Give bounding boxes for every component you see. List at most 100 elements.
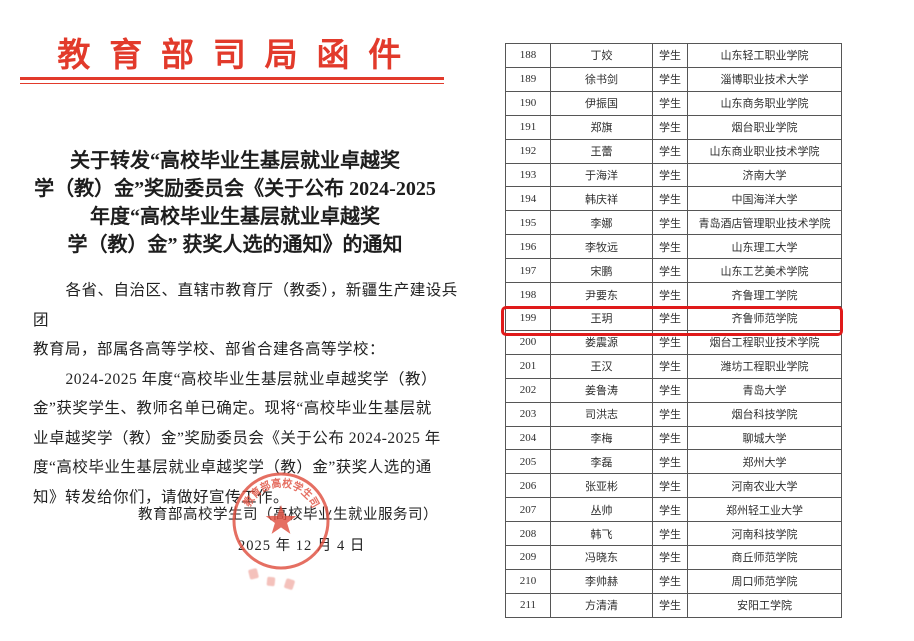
school-cell: 河南科技学院 bbox=[687, 521, 842, 547]
school-cell: 郑州轻工业大学 bbox=[687, 497, 842, 523]
row-number-cell: 203 bbox=[505, 401, 551, 427]
document-body: 各省、自治区、直辖市教育厅（教委），新疆生产建设兵团教育局，部属各高等学校、部省… bbox=[33, 276, 459, 512]
role-cell: 学生 bbox=[652, 90, 688, 116]
role-cell: 学生 bbox=[652, 329, 688, 355]
seal-smudge bbox=[248, 568, 295, 590]
row-number-cell: 205 bbox=[505, 449, 551, 475]
school-cell: 青岛大学 bbox=[687, 377, 842, 403]
table-row: 207 丛帅 学生 郑州轻工业大学 bbox=[505, 497, 842, 523]
table-row: 205 李磊 学生 郑州大学 bbox=[505, 449, 842, 475]
school-cell: 山东理工大学 bbox=[687, 234, 842, 260]
table-row: 200 娄震源 学生 烟台工程职业技术学院 bbox=[505, 329, 842, 355]
name-cell: 王玥 bbox=[550, 305, 653, 331]
role-cell: 学生 bbox=[652, 497, 688, 523]
paragraph-line: 业卓越奖学（教）金”奖励委员会《关于公布 2024-2025 年 bbox=[33, 429, 441, 447]
name-cell: 丁姣 bbox=[550, 43, 653, 68]
school-cell: 淄博职业技术大学 bbox=[687, 66, 842, 92]
name-cell: 郑旗 bbox=[550, 114, 653, 140]
name-cell: 徐书剑 bbox=[550, 66, 653, 92]
role-cell: 学生 bbox=[652, 210, 688, 236]
table-row: 188 丁姣 学生 山东轻工职业学院 bbox=[505, 43, 842, 68]
letterhead-rule-thin bbox=[20, 83, 444, 84]
name-cell: 娄震源 bbox=[550, 329, 653, 355]
school-cell: 烟台工程职业技术学院 bbox=[687, 329, 842, 355]
name-cell: 宋鹏 bbox=[550, 258, 653, 284]
name-cell: 姜鲁涛 bbox=[550, 377, 653, 403]
school-cell: 烟台科技学院 bbox=[687, 401, 842, 427]
role-cell: 学生 bbox=[652, 258, 688, 284]
role-cell: 学生 bbox=[652, 425, 688, 451]
name-cell: 丛帅 bbox=[550, 497, 653, 523]
document-date: 2025 年 12 月 4 日 bbox=[238, 538, 366, 554]
row-number-cell: 207 bbox=[505, 497, 551, 523]
table-row: 191 郑旗 学生 烟台职业学院 bbox=[505, 114, 842, 140]
table-row: 190 伊振国 学生 山东商务职业学院 bbox=[505, 90, 842, 116]
name-cell: 于海洋 bbox=[550, 162, 653, 188]
table-row: 202 姜鲁涛 学生 青岛大学 bbox=[505, 377, 842, 403]
salutation-line: 各省、自治区、直辖市教育厅（教委），新疆生产建设兵团 bbox=[33, 282, 458, 329]
role-cell: 学生 bbox=[652, 66, 688, 92]
school-cell: 潍坊工程职业学院 bbox=[687, 353, 842, 379]
row-number-cell: 206 bbox=[505, 473, 551, 499]
table-row: 204 李梅 学生 聊城大学 bbox=[505, 425, 842, 451]
role-cell: 学生 bbox=[652, 234, 688, 260]
name-cell: 李牧远 bbox=[550, 234, 653, 260]
main-paragraph: 2024-2025 年度“高校毕业生基层就业卓越奖学（教） 金”获奖学生、教师名单… bbox=[33, 365, 459, 513]
school-cell: 聊城大学 bbox=[687, 425, 842, 451]
document-title: 关于转发“高校毕业生基层就业卓越奖 学（教）金”奖励委员会《关于公布 2024-2… bbox=[12, 147, 458, 259]
name-cell: 韩飞 bbox=[550, 521, 653, 547]
row-number-cell: 208 bbox=[505, 521, 551, 547]
name-cell: 司洪志 bbox=[550, 401, 653, 427]
table-row: 210 李帅赫 学生 周口师范学院 bbox=[505, 568, 842, 594]
role-cell: 学生 bbox=[652, 186, 688, 212]
row-number-cell: 192 bbox=[505, 138, 551, 164]
role-cell: 学生 bbox=[652, 43, 688, 68]
school-cell: 山东商业职业技术学院 bbox=[687, 138, 842, 164]
row-number-cell: 195 bbox=[505, 210, 551, 236]
name-cell: 张亚彬 bbox=[550, 473, 653, 499]
row-number-cell: 196 bbox=[505, 234, 551, 260]
table-row: 208 韩飞 学生 河南科技学院 bbox=[505, 521, 842, 547]
school-cell: 齐鲁师范学院 bbox=[687, 305, 842, 331]
school-cell: 河南农业大学 bbox=[687, 473, 842, 499]
school-cell: 烟台职业学院 bbox=[687, 114, 842, 140]
table-row: 209 冯晓东 学生 商丘师范学院 bbox=[505, 545, 842, 570]
school-cell: 齐鲁理工学院 bbox=[687, 282, 842, 307]
salutation-line: 教育局，部属各高等学校、部省合建各高等学校： bbox=[33, 341, 386, 358]
row-number-cell: 202 bbox=[505, 377, 551, 403]
role-cell: 学生 bbox=[652, 401, 688, 427]
name-cell: 冯晓东 bbox=[550, 545, 653, 570]
table-row: 211 方清清 学生 安阳工学院 bbox=[505, 592, 842, 619]
table-row: 196 李牧远 学生 山东理工大学 bbox=[505, 234, 842, 260]
school-cell: 郑州大学 bbox=[687, 449, 842, 475]
name-cell: 方清清 bbox=[550, 592, 653, 619]
table-row: 192 王蕾 学生 山东商业职业技术学院 bbox=[505, 138, 842, 164]
role-cell: 学生 bbox=[652, 592, 688, 619]
paragraph-line: 金”获奖学生、教师名单已确定。现将“高校毕业生基层就 bbox=[33, 400, 432, 417]
row-number-cell: 201 bbox=[505, 353, 551, 379]
name-cell: 李娜 bbox=[550, 210, 653, 236]
name-cell: 伊振国 bbox=[550, 90, 653, 116]
school-cell: 山东商务职业学院 bbox=[687, 90, 842, 116]
row-number-cell: 198 bbox=[505, 282, 551, 307]
role-cell: 学生 bbox=[652, 521, 688, 547]
name-cell: 尹要东 bbox=[550, 282, 653, 307]
role-cell: 学生 bbox=[652, 545, 688, 570]
table-row: 194 韩庆祥 学生 中国海洋大学 bbox=[505, 186, 842, 212]
role-cell: 学生 bbox=[652, 568, 688, 594]
school-cell: 山东轻工职业学院 bbox=[687, 43, 842, 68]
row-number-cell: 199 bbox=[505, 305, 551, 331]
row-number-cell: 191 bbox=[505, 114, 551, 140]
paragraph-line: 2024-2025 年度“高校毕业生基层就业卓越奖学（教） bbox=[65, 370, 437, 388]
document-title-line: 年度“高校毕业生基层就业卓越奖 bbox=[90, 206, 380, 228]
name-cell: 王蕾 bbox=[550, 138, 653, 164]
table-row: 197 宋鹏 学生 山东工艺美术学院 bbox=[505, 258, 842, 284]
document-title-line: 学（教）金” 获奖人选的通知》的通知 bbox=[67, 234, 403, 256]
document-title-line: 学（教）金”奖励委员会《关于公布 2024-2025 bbox=[34, 178, 436, 200]
row-number-cell: 188 bbox=[505, 43, 551, 68]
school-cell: 青岛酒店管理职业技术学院 bbox=[687, 210, 842, 236]
school-cell: 周口师范学院 bbox=[687, 568, 842, 594]
table-row: 193 于海洋 学生 济南大学 bbox=[505, 162, 842, 188]
row-number-cell: 210 bbox=[505, 568, 551, 594]
